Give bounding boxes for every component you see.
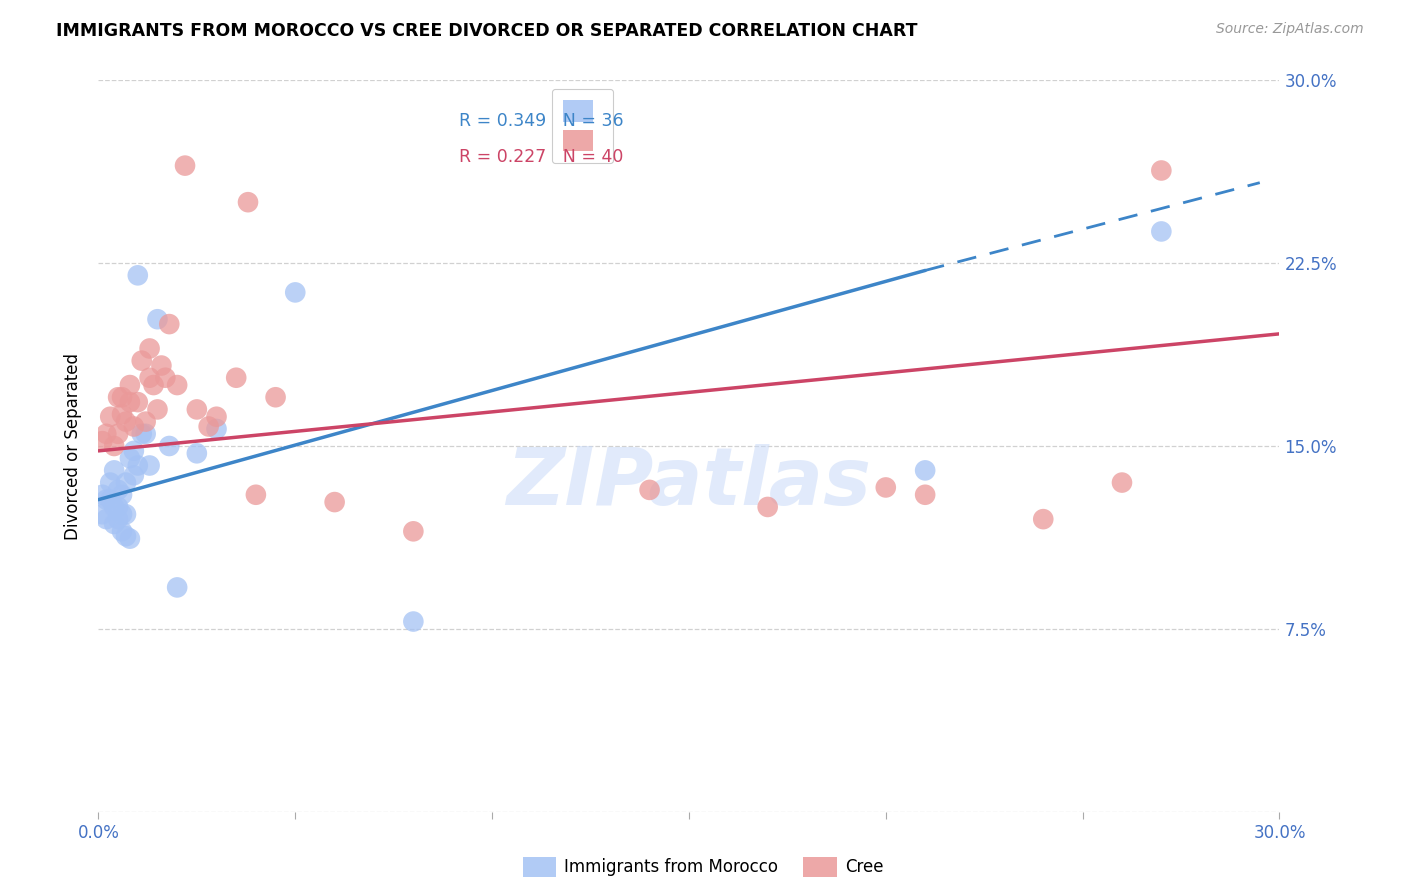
Text: R = 0.227   N = 40: R = 0.227 N = 40	[458, 148, 623, 166]
Point	[115, 529, 138, 543]
Point	[186, 446, 208, 460]
Point	[115, 415, 138, 429]
Point	[205, 409, 228, 424]
Point	[245, 488, 267, 502]
Point	[122, 468, 145, 483]
Point	[111, 407, 134, 421]
Y-axis label: Divorced or Separated: Divorced or Separated	[65, 352, 83, 540]
Point	[111, 524, 134, 539]
Text: Source: ZipAtlas.com: Source: ZipAtlas.com	[1216, 22, 1364, 37]
Point	[284, 285, 307, 300]
Point	[111, 488, 134, 502]
Point	[118, 378, 141, 392]
Text: ZIPatlas: ZIPatlas	[506, 443, 872, 522]
Point	[91, 508, 114, 522]
Text: R = 0.349   N = 36: R = 0.349 N = 36	[458, 112, 623, 129]
Point	[1032, 512, 1054, 526]
Point	[146, 402, 169, 417]
Point	[91, 434, 114, 449]
Point	[131, 353, 153, 368]
Point	[323, 495, 346, 509]
Point	[142, 378, 165, 392]
Point	[1111, 475, 1133, 490]
Point	[264, 390, 287, 404]
Point	[756, 500, 779, 514]
Point	[103, 500, 125, 514]
Point	[118, 395, 141, 409]
Point	[111, 508, 134, 522]
Point	[150, 359, 173, 373]
Point	[98, 475, 121, 490]
Point	[127, 268, 149, 283]
Point	[91, 488, 114, 502]
Point	[138, 370, 160, 384]
Point	[135, 426, 157, 441]
Point	[138, 458, 160, 473]
Point	[107, 483, 129, 497]
Point	[186, 402, 208, 417]
Point	[166, 581, 188, 595]
Point	[103, 463, 125, 477]
Point	[131, 426, 153, 441]
Point	[96, 512, 118, 526]
Point	[166, 378, 188, 392]
Point	[122, 419, 145, 434]
Point	[111, 390, 134, 404]
Point	[127, 458, 149, 473]
Point	[98, 409, 121, 424]
Legend: Immigrants from Morocco, Cree: Immigrants from Morocco, Cree	[516, 850, 890, 884]
Point	[138, 342, 160, 356]
Point	[107, 426, 129, 441]
Point	[103, 516, 125, 531]
Point	[157, 317, 180, 331]
Point	[115, 475, 138, 490]
Point	[127, 395, 149, 409]
Point	[205, 422, 228, 436]
Legend: , : ,	[551, 88, 613, 163]
Point	[638, 483, 661, 497]
Point	[914, 463, 936, 477]
Point	[118, 451, 141, 466]
Point	[96, 426, 118, 441]
Point	[174, 159, 197, 173]
Point	[103, 439, 125, 453]
Point	[157, 439, 180, 453]
Point	[402, 524, 425, 539]
Text: IMMIGRANTS FROM MOROCCO VS CREE DIVORCED OR SEPARATED CORRELATION CHART: IMMIGRANTS FROM MOROCCO VS CREE DIVORCED…	[56, 22, 918, 40]
Point	[98, 492, 121, 507]
Point	[225, 370, 247, 384]
Point	[96, 492, 118, 507]
Point	[1150, 163, 1173, 178]
Point	[135, 415, 157, 429]
Point	[122, 443, 145, 458]
Point	[402, 615, 425, 629]
Point	[107, 390, 129, 404]
Point	[107, 500, 129, 514]
Point	[197, 419, 219, 434]
Point	[875, 480, 897, 494]
Point	[118, 532, 141, 546]
Point	[914, 488, 936, 502]
Point	[236, 195, 259, 210]
Point	[155, 370, 177, 384]
Point	[1150, 224, 1173, 238]
Point	[115, 508, 138, 522]
Point	[146, 312, 169, 326]
Point	[107, 512, 129, 526]
